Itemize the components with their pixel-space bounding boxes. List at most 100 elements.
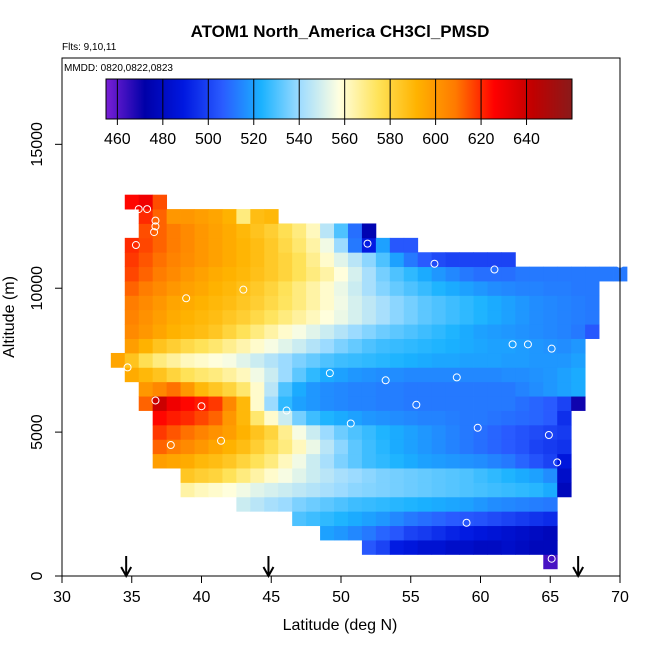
heatmap-cell: [236, 424, 251, 440]
heatmap-cell: [431, 482, 447, 498]
heatmap-cell: [543, 525, 558, 541]
heatmap-cell: [208, 424, 223, 440]
heatmap-cell: [292, 266, 307, 282]
heatmap-cell: [431, 453, 447, 469]
heatmap-cell: [208, 338, 223, 354]
heatmap-cell: [487, 525, 502, 541]
heatmap-cell: [529, 309, 544, 325]
heatmap-cell: [417, 468, 433, 483]
heatmap-cell: [306, 396, 321, 411]
heatmap-cell: [501, 396, 516, 411]
heatmap-cell: [250, 309, 265, 325]
heatmap-cell: [347, 309, 363, 325]
heatmap-cell: [138, 237, 154, 253]
heatmap-cell: [403, 453, 419, 469]
heatmap-cell: [431, 525, 447, 541]
heatmap-cell: [375, 396, 391, 411]
heatmap-cell: [347, 381, 363, 397]
colorbar-tick-label: 460: [104, 131, 131, 148]
heatmap-cell: [403, 338, 419, 354]
heatmap-cell: [361, 468, 377, 483]
heatmap-cell: [208, 352, 223, 368]
heatmap-cell: [152, 453, 168, 469]
heatmap-cell: [473, 540, 488, 555]
x-tick-label: 45: [262, 589, 280, 606]
heatmap-cell: [599, 266, 614, 282]
heatmap-cell: [208, 453, 223, 469]
heatmap-cell: [403, 266, 419, 282]
heatmap-cell: [487, 352, 502, 368]
heatmap-cell: [166, 295, 181, 311]
heatmap-cell: [347, 338, 363, 354]
flight-point: [151, 216, 160, 225]
heatmap-cell: [250, 410, 265, 426]
flights-note: Flts: 9,10,11: [62, 42, 117, 53]
heatmap-cell: [417, 482, 433, 498]
heatmap-cell: [431, 352, 447, 368]
heatmap-cell: [110, 352, 126, 368]
colorbar: 460 480 500 520 540 560 580 600 620 640: [104, 78, 573, 148]
heatmap-cell: [278, 352, 293, 368]
heatmap-cell: [431, 324, 447, 339]
flight-point: [412, 400, 421, 409]
heatmap-cell: [543, 453, 558, 469]
heatmap-cell: [334, 295, 349, 311]
heatmap-cell: [361, 367, 377, 383]
heatmap-cell: [236, 396, 251, 411]
heatmap-cell: [403, 367, 419, 383]
heatmap-cell: [278, 453, 293, 469]
heatmap-cell: [334, 338, 349, 354]
heatmap-cell: [445, 468, 460, 483]
heatmap-cell: [459, 511, 474, 527]
heatmap-cell: [320, 468, 335, 483]
heatmap-cell: [543, 338, 558, 354]
heatmap-cell: [375, 410, 391, 426]
heatmap-cell: [292, 367, 307, 383]
heatmap-cell: [473, 468, 488, 483]
heatmap-cell: [250, 209, 265, 224]
heatmap-cell: [515, 281, 530, 296]
heatmap-cell: [361, 424, 377, 440]
heatmap-cell: [389, 266, 405, 282]
heatmap-cell: [320, 482, 335, 498]
heatmap-cell: [389, 453, 405, 469]
colorbar-tick-label: 540: [286, 131, 313, 148]
heatmap-cell: [417, 525, 433, 541]
heatmap-cell: [180, 281, 195, 296]
heatmap-cell: [194, 266, 209, 282]
heatmap-cell: [571, 281, 586, 296]
heatmap-cell: [152, 266, 168, 282]
heatmap-cell: [264, 396, 279, 411]
heatmap-cell: [334, 381, 349, 397]
heatmap-cell: [347, 367, 363, 383]
heatmap-cell: [334, 396, 349, 411]
heatmap-cell: [138, 309, 154, 325]
heatmap-cell: [375, 525, 391, 541]
heatmap-cell: [222, 237, 237, 253]
heatmap-cell: [347, 482, 363, 498]
heatmap-cell: [180, 439, 195, 455]
x-tick-label: 60: [472, 589, 490, 606]
heatmap-cell: [403, 525, 419, 541]
heatmap-cell: [222, 338, 237, 354]
heatmap-cell: [166, 309, 181, 325]
heatmap-cell: [166, 352, 181, 368]
colorbar-tick-label: 620: [468, 131, 495, 148]
heatmap-cell: [445, 309, 460, 325]
heatmap-cell: [403, 352, 419, 368]
heatmap-cell: [138, 396, 154, 411]
heatmap-cell: [306, 511, 321, 527]
heatmap-cell: [529, 410, 544, 426]
heatmap-cell: [403, 309, 419, 325]
heatmap-cell: [515, 482, 530, 498]
heatmap-cell: [501, 309, 516, 325]
heatmap-cell: [459, 324, 474, 339]
heatmap-cell: [208, 209, 223, 224]
heatmap-cell: [166, 338, 181, 354]
heatmap-cell: [459, 338, 474, 354]
heatmap-cell: [138, 381, 154, 397]
heatmap-cell: [180, 237, 195, 253]
heatmap-cell: [166, 367, 181, 383]
heatmap-cell: [473, 482, 488, 498]
heatmap-cell: [361, 540, 377, 555]
